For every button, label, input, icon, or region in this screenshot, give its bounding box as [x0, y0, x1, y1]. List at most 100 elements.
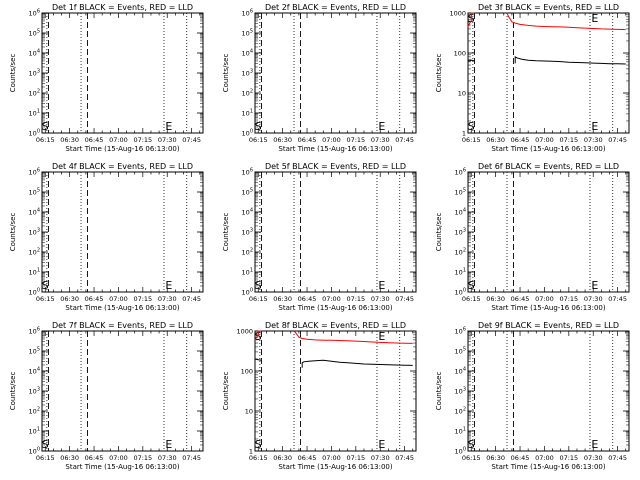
y-tick-label: 100: [29, 447, 40, 456]
x-tick-label: 06:45: [511, 136, 530, 144]
y-tick-label: 101: [455, 268, 466, 277]
y-axis-label: Counts/sec: [435, 372, 443, 411]
chart-title: Det 9f BLACK = Events, RED = LLD: [478, 321, 619, 330]
x-tick-label: 07:45: [182, 136, 201, 144]
x-tick-label: 07:30: [158, 136, 177, 144]
x-tick-label: 07:15: [346, 136, 365, 144]
y-tick-label: 104: [455, 208, 466, 217]
y-tick-label: 106: [29, 327, 40, 336]
x-tick-label: 06:30: [273, 295, 292, 303]
y-axis-label: Counts/sec: [435, 54, 443, 93]
marker-e: E: [591, 438, 598, 451]
plot-frame: [467, 12, 630, 134]
x-tick-label: 07:00: [535, 295, 554, 303]
y-tick-label: 106: [29, 168, 40, 177]
marker-s: S: [468, 120, 475, 133]
marker-e: E: [165, 438, 172, 451]
x-tick-label: 07:30: [584, 454, 603, 462]
x-tick-label: 07:45: [395, 454, 414, 462]
x-axis-label: Start Time (15-Aug-16 06:13:00): [278, 463, 392, 471]
y-tick-label: 106: [242, 168, 253, 177]
y-tick-label: 104: [29, 208, 40, 217]
chart-panel-1: Det 1f BLACK = Events, RED = LLD 100 101 10…: [9, 3, 204, 153]
chart-panel-4: Det 4f BLACK = Events, RED = LLD 100 101 10…: [9, 162, 204, 312]
y-tick-label: 100: [29, 288, 40, 297]
y-tick-label: 102: [29, 407, 40, 416]
y-tick-label: 10: [245, 408, 253, 416]
series-lld-line: [293, 330, 413, 344]
x-tick-label: 07:00: [109, 136, 128, 144]
x-tick-label: 07:45: [608, 454, 627, 462]
series-lld-line: [254, 330, 262, 341]
x-tick-label: 06:45: [85, 136, 104, 144]
x-tick-label: 06:45: [298, 454, 317, 462]
x-tick-label: 07:45: [395, 136, 414, 144]
x-tick-label: 07:30: [584, 136, 603, 144]
x-tick-label: 06:30: [60, 454, 79, 462]
marker-s: S: [42, 279, 49, 292]
y-tick-label: 103: [242, 69, 253, 78]
x-tick-label: 07:45: [608, 295, 627, 303]
x-tick-label: 07:00: [322, 295, 341, 303]
y-tick-label: 100: [29, 129, 40, 138]
x-axis-label: Start Time (15-Aug-16 06:13:00): [278, 145, 392, 153]
x-tick-label: 07:30: [371, 454, 390, 462]
x-tick-label: 06:45: [298, 136, 317, 144]
x-tick-label: 06:30: [273, 136, 292, 144]
marker-e: E: [378, 120, 385, 133]
y-tick-label: 1: [462, 130, 466, 138]
x-tick-label: 07:30: [584, 295, 603, 303]
marker-s: S: [42, 120, 49, 133]
x-tick-label: 07:15: [133, 454, 152, 462]
chart-title: Det 4f BLACK = Events, RED = LLD: [52, 162, 193, 171]
x-axis-label: Start Time (15-Aug-16 06:13:00): [278, 304, 392, 312]
y-tick-label: 104: [455, 367, 466, 376]
y-tick-label: 103: [242, 228, 253, 237]
x-tick-label: 07:30: [371, 136, 390, 144]
y-tick-label: 100: [454, 50, 466, 58]
x-tick-label: 07:15: [559, 295, 578, 303]
y-tick-label: 100: [241, 368, 253, 376]
x-tick-label: 07:15: [346, 454, 365, 462]
x-tick-label: 06:30: [486, 454, 505, 462]
y-tick-label: 102: [242, 89, 253, 98]
y-axis-label: Counts/sec: [222, 213, 230, 252]
x-tick-label: 06:45: [85, 454, 104, 462]
y-tick-label: 102: [29, 89, 40, 98]
marker-e: E: [378, 279, 385, 292]
y-axis-label: Counts/sec: [9, 213, 17, 252]
y-tick-label: 100: [455, 288, 466, 297]
series-events-line: [514, 56, 626, 65]
x-tick-label: 07:15: [133, 136, 152, 144]
x-tick-label: 06:15: [462, 454, 481, 462]
marker-s: S: [42, 438, 49, 451]
y-tick-label: 100: [242, 288, 253, 297]
y-tick-label: 103: [455, 387, 466, 396]
y-axis-label: Counts/sec: [9, 372, 17, 411]
marker-s: S: [468, 438, 475, 451]
series-events-line: [467, 59, 475, 62]
chart-panel-2: Det 2f BLACK = Events, RED = LLD 100 101 10…: [222, 3, 417, 153]
series-events-line: [254, 358, 262, 361]
x-tick-label: 07:30: [158, 454, 177, 462]
chart-title: Det 3f BLACK = Events, RED = LLD: [478, 3, 619, 12]
marker-e: E: [165, 120, 172, 133]
marker-e: E: [591, 279, 598, 292]
plot-frame: [254, 330, 417, 452]
x-tick-label: 07:00: [535, 454, 554, 462]
y-tick-label: 105: [455, 347, 466, 356]
x-tick-label: 06:45: [85, 295, 104, 303]
chart-title: Det 6f BLACK = Events, RED = LLD: [478, 162, 619, 171]
y-tick-label: 103: [29, 69, 40, 78]
y-tick-label: 1000: [449, 10, 466, 18]
chart-panel-8: Det 8f BLACK = Events, RED = LLD 1 10 100 10…: [222, 321, 417, 471]
y-tick-label: 102: [455, 407, 466, 416]
y-tick-label: 104: [242, 49, 253, 58]
y-tick-label: 101: [242, 268, 253, 277]
plot-frame: [467, 171, 630, 293]
x-tick-label: 06:45: [298, 295, 317, 303]
x-tick-label: 07:00: [109, 295, 128, 303]
x-tick-label: 06:30: [486, 136, 505, 144]
marker-e-top: E: [591, 12, 598, 25]
